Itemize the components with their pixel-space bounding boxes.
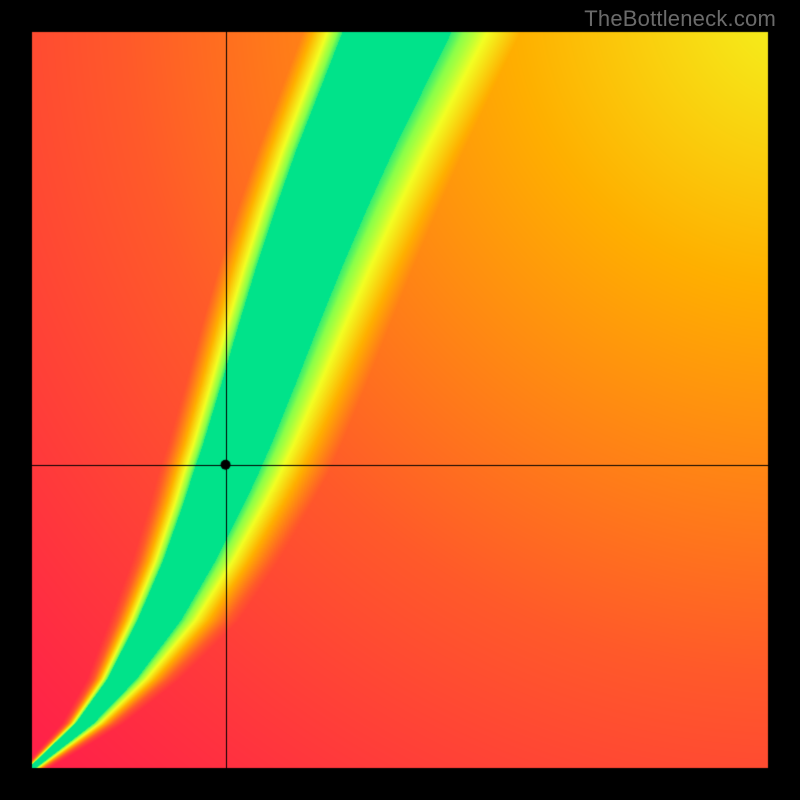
bottleneck-heatmap <box>0 0 800 800</box>
watermark-text: TheBottleneck.com <box>584 6 776 32</box>
